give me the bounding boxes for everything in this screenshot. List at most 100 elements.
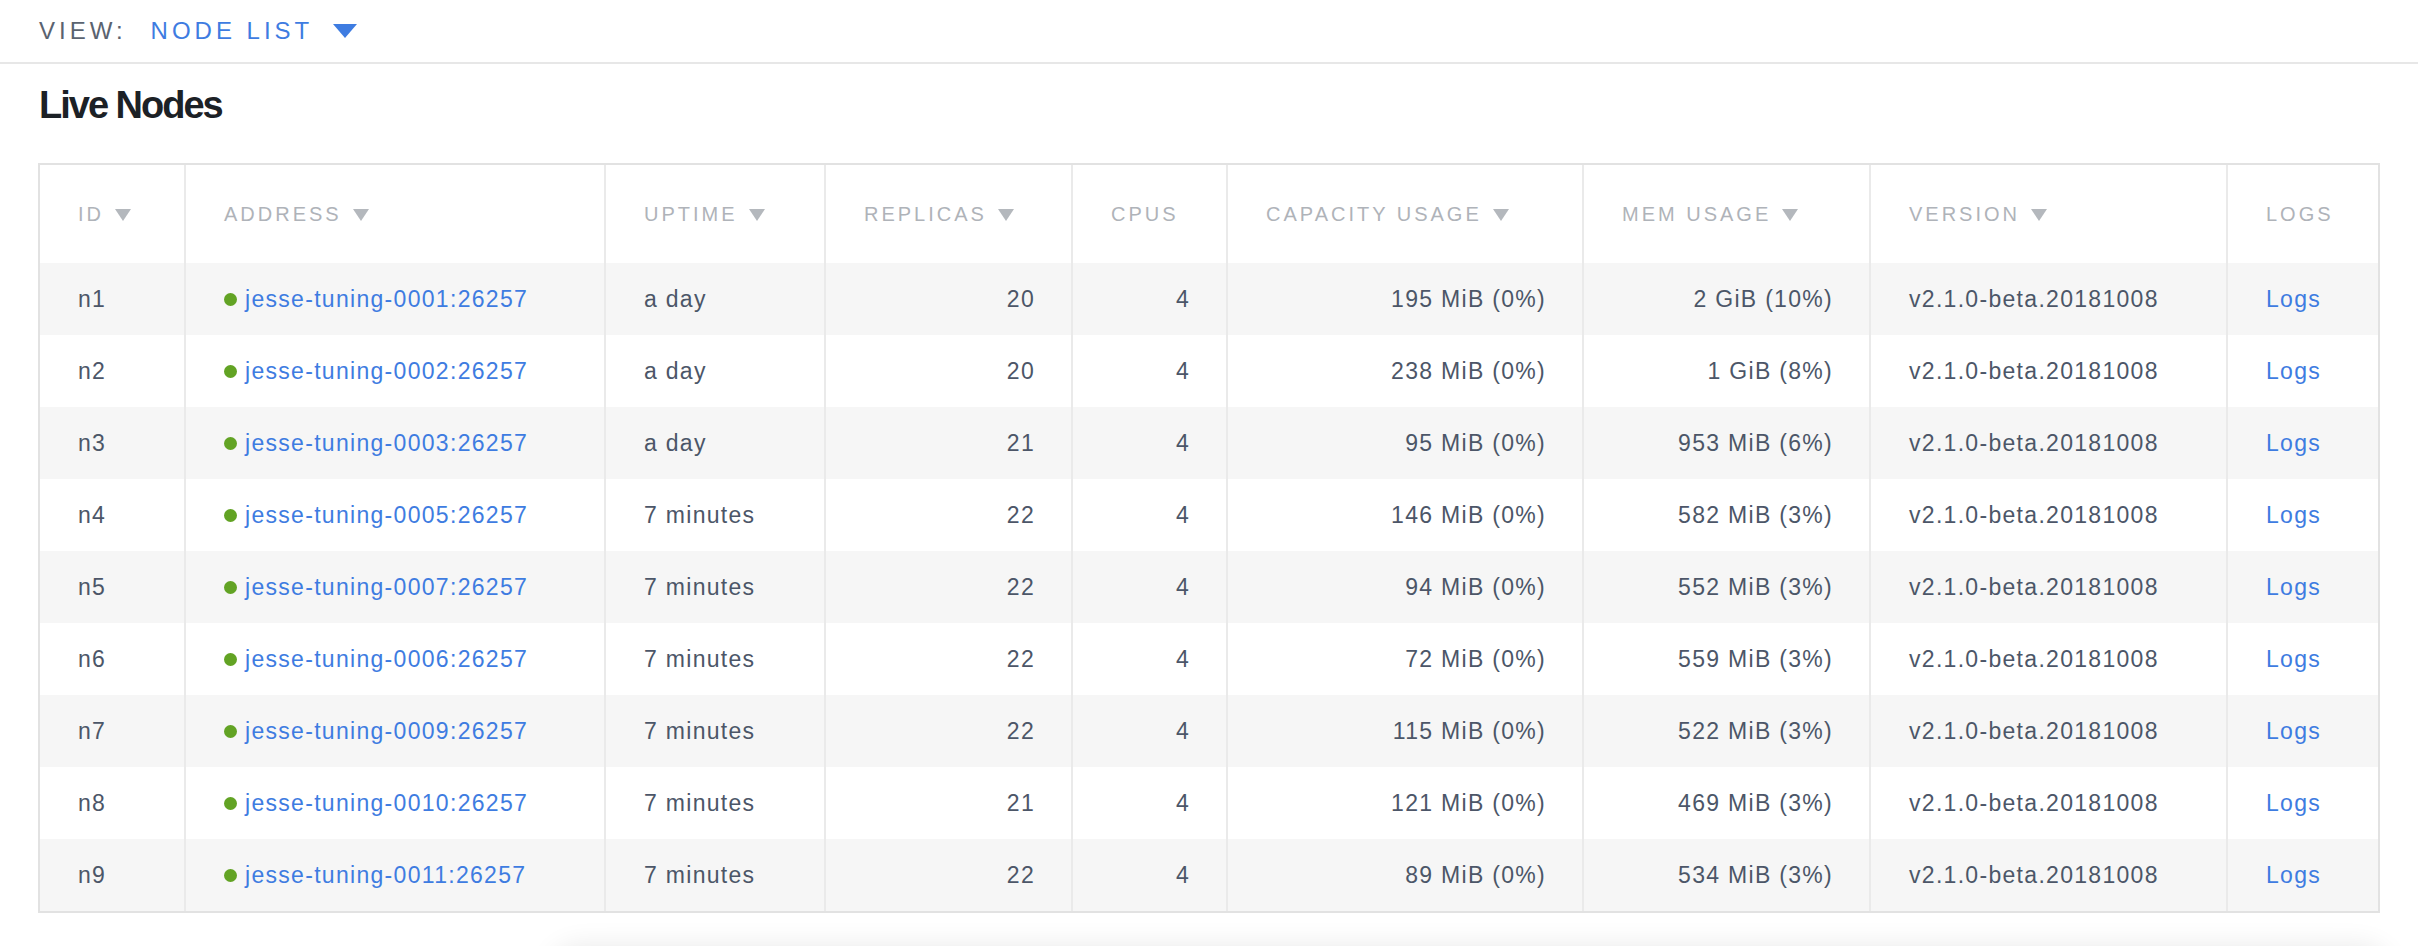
node-address-link[interactable]: jesse-tuning-0002:26257 — [245, 358, 528, 384]
node-live-status-icon — [224, 581, 237, 594]
node-live-status-icon — [224, 437, 237, 450]
node-address-cell: jesse-tuning-0010:26257 — [185, 767, 605, 839]
node-logs-link[interactable]: Logs — [2266, 862, 2321, 888]
column-header-label: UPTIME — [644, 203, 738, 225]
column-header-label: MEM USAGE — [1622, 203, 1771, 225]
column-header-uptime[interactable]: UPTIME — [605, 165, 825, 263]
column-header-address[interactable]: ADDRESS — [185, 165, 605, 263]
node-version-cell: v2.1.0-beta.20181008 — [1870, 263, 2227, 335]
node-live-status-icon — [224, 725, 237, 738]
node-mem-usage-cell: 534 MiB (3%) — [1583, 839, 1870, 911]
node-capacity-usage-cell: 115 MiB (0%) — [1227, 695, 1583, 767]
node-cpus-cell: 4 — [1072, 407, 1227, 479]
node-logs-link[interactable]: Logs — [2266, 430, 2321, 456]
node-logs-link[interactable]: Logs — [2266, 358, 2321, 384]
node-capacity-usage-cell: 238 MiB (0%) — [1227, 335, 1583, 407]
table-row: n9jesse-tuning-0011:262577 minutes22489 … — [40, 839, 2378, 911]
node-address-link[interactable]: jesse-tuning-0009:26257 — [245, 718, 528, 744]
node-uptime-cell: 7 minutes — [605, 551, 825, 623]
node-replicas-cell: 21 — [825, 407, 1072, 479]
node-mem-usage-cell: 953 MiB (6%) — [1583, 407, 1870, 479]
node-live-status-icon — [224, 293, 237, 306]
table-row: n7jesse-tuning-0009:262577 minutes224115… — [40, 695, 2378, 767]
column-header-label: REPLICAS — [864, 203, 987, 225]
sort-caret-icon — [749, 209, 765, 221]
node-cpus-cell: 4 — [1072, 479, 1227, 551]
node-logs-cell: Logs — [2227, 623, 2378, 695]
live-nodes-table: ID ADDRESS UPTIME REPLICAS CPUS CAPACITY USAG… — [38, 163, 2380, 913]
sort-caret-icon — [1493, 209, 1509, 221]
node-logs-cell: Logs — [2227, 479, 2378, 551]
node-uptime-cell: a day — [605, 263, 825, 335]
node-capacity-usage-cell: 72 MiB (0%) — [1227, 623, 1583, 695]
view-label: VIEW: — [39, 17, 127, 45]
view-dropdown-caret-icon[interactable] — [333, 24, 357, 38]
node-capacity-usage-cell: 195 MiB (0%) — [1227, 263, 1583, 335]
column-header-label: ID — [78, 203, 104, 225]
column-header-logs: LOGS — [2227, 165, 2378, 263]
column-header-mem[interactable]: MEM USAGE — [1583, 165, 1870, 263]
node-uptime-cell: 7 minutes — [605, 767, 825, 839]
node-version-cell: v2.1.0-beta.20181008 — [1870, 695, 2227, 767]
node-address-link[interactable]: jesse-tuning-0010:26257 — [245, 790, 528, 816]
node-mem-usage-cell: 469 MiB (3%) — [1583, 767, 1870, 839]
node-logs-link[interactable]: Logs — [2266, 574, 2321, 600]
node-logs-link[interactable]: Logs — [2266, 718, 2321, 744]
node-address-link[interactable]: jesse-tuning-0007:26257 — [245, 574, 528, 600]
node-logs-cell: Logs — [2227, 263, 2378, 335]
view-selector[interactable]: NODE LIST — [151, 17, 314, 45]
node-address-link[interactable]: jesse-tuning-0011:26257 — [245, 862, 526, 888]
node-mem-usage-cell: 1 GiB (8%) — [1583, 335, 1870, 407]
sort-caret-icon — [115, 209, 131, 221]
node-id-cell: n2 — [40, 335, 185, 407]
node-id-cell: n1 — [40, 263, 185, 335]
node-version-cell: v2.1.0-beta.20181008 — [1870, 407, 2227, 479]
sort-caret-icon — [1782, 209, 1798, 221]
node-address-cell: jesse-tuning-0005:26257 — [185, 479, 605, 551]
node-address-cell: jesse-tuning-0002:26257 — [185, 335, 605, 407]
node-address-link[interactable]: jesse-tuning-0006:26257 — [245, 646, 528, 672]
column-header-label: VERSION — [1909, 203, 2020, 225]
node-capacity-usage-cell: 89 MiB (0%) — [1227, 839, 1583, 911]
node-id-cell: n8 — [40, 767, 185, 839]
node-id-cell: n6 — [40, 623, 185, 695]
node-logs-link[interactable]: Logs — [2266, 502, 2321, 528]
node-version-cell: v2.1.0-beta.20181008 — [1870, 767, 2227, 839]
node-logs-link[interactable]: Logs — [2266, 646, 2321, 672]
node-id-cell: n9 — [40, 839, 185, 911]
column-header-label: CPUS — [1111, 203, 1179, 225]
node-logs-cell: Logs — [2227, 407, 2378, 479]
node-cpus-cell: 4 — [1072, 335, 1227, 407]
table-row: n8jesse-tuning-0010:262577 minutes214121… — [40, 767, 2378, 839]
node-logs-link[interactable]: Logs — [2266, 286, 2321, 312]
node-version-cell: v2.1.0-beta.20181008 — [1870, 551, 2227, 623]
node-logs-cell: Logs — [2227, 551, 2378, 623]
page-title: Live Nodes — [0, 64, 2418, 124]
column-header-id[interactable]: ID — [40, 165, 185, 263]
node-replicas-cell: 22 — [825, 623, 1072, 695]
node-replicas-cell: 20 — [825, 263, 1072, 335]
column-header-label: ADDRESS — [224, 203, 342, 225]
node-address-link[interactable]: jesse-tuning-0003:26257 — [245, 430, 528, 456]
node-cpus-cell: 4 — [1072, 263, 1227, 335]
node-address-link[interactable]: jesse-tuning-0005:26257 — [245, 502, 528, 528]
node-replicas-cell: 20 — [825, 335, 1072, 407]
column-header-replicas[interactable]: REPLICAS — [825, 165, 1072, 263]
node-address-link[interactable]: jesse-tuning-0001:26257 — [245, 286, 528, 312]
node-uptime-cell: a day — [605, 407, 825, 479]
node-logs-cell: Logs — [2227, 767, 2378, 839]
node-logs-cell: Logs — [2227, 839, 2378, 911]
column-header-label: LOGS — [2266, 203, 2334, 225]
node-live-status-icon — [224, 365, 237, 378]
column-header-version[interactable]: VERSION — [1870, 165, 2227, 263]
node-address-cell: jesse-tuning-0007:26257 — [185, 551, 605, 623]
node-logs-link[interactable]: Logs — [2266, 790, 2321, 816]
sort-caret-icon — [353, 209, 369, 221]
table-row: n5jesse-tuning-0007:262577 minutes22494 … — [40, 551, 2378, 623]
node-version-cell: v2.1.0-beta.20181008 — [1870, 623, 2227, 695]
table-row: n3jesse-tuning-0003:26257a day21495 MiB … — [40, 407, 2378, 479]
column-header-capacity[interactable]: CAPACITY USAGE — [1227, 165, 1583, 263]
node-live-status-icon — [224, 797, 237, 810]
view-bar: VIEW: NODE LIST — [0, 0, 2418, 64]
node-cpus-cell: 4 — [1072, 551, 1227, 623]
